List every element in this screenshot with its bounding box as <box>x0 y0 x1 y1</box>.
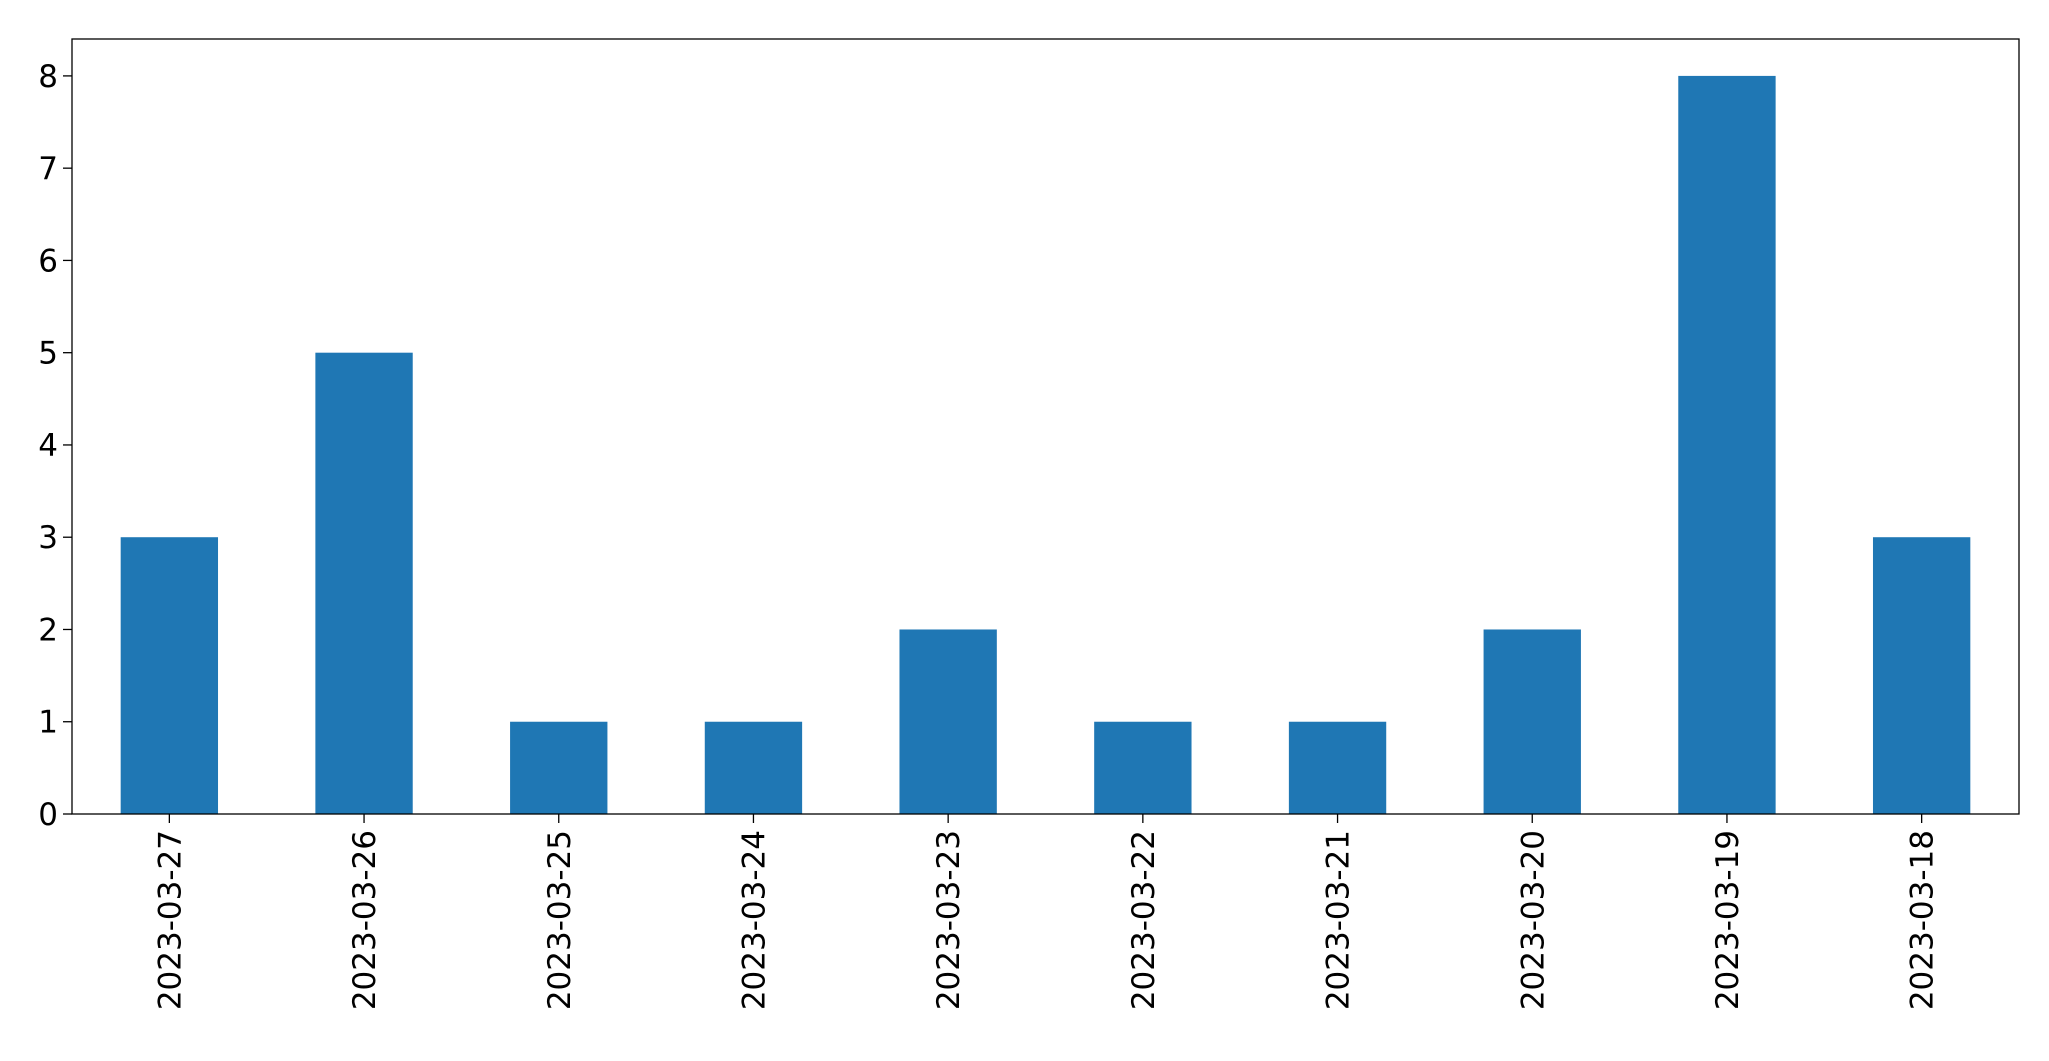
bar <box>1288 721 1387 814</box>
y-tick-label: 0 <box>38 797 58 833</box>
bar <box>1483 629 1581 814</box>
x-tick-label: 2023-03-25 <box>542 830 578 1010</box>
x-tick-label: 2023-03-22 <box>1126 830 1162 1010</box>
y-tick-label: 5 <box>38 336 58 372</box>
x-tick-label: 2023-03-26 <box>347 830 383 1010</box>
bar <box>704 721 803 814</box>
x-tick-label: 2023-03-27 <box>152 830 188 1010</box>
x-tick-label: 2023-03-19 <box>1710 830 1746 1010</box>
y-tick-label: 1 <box>38 705 58 741</box>
y-tick-label: 8 <box>38 59 58 95</box>
y-tick-label: 3 <box>38 520 58 556</box>
bar <box>510 721 608 814</box>
x-tick-label: 2023-03-23 <box>931 830 967 1010</box>
bar <box>1678 75 1776 814</box>
bar <box>899 629 997 814</box>
y-tick-label: 7 <box>38 151 58 187</box>
x-tick-label: 2023-03-20 <box>1515 830 1551 1010</box>
y-tick-label: 6 <box>38 243 58 279</box>
x-tick-label: 2023-03-21 <box>1321 830 1357 1010</box>
bar <box>315 352 413 814</box>
bar <box>120 537 219 814</box>
bar <box>1094 721 1192 814</box>
bar <box>1872 537 1971 814</box>
y-tick-label: 2 <box>38 612 58 648</box>
y-tick-label: 4 <box>38 428 58 464</box>
x-tick-label: 2023-03-24 <box>736 830 772 1010</box>
plot-frame <box>71 38 2020 815</box>
x-tick-label: 2023-03-18 <box>1905 830 1941 1010</box>
